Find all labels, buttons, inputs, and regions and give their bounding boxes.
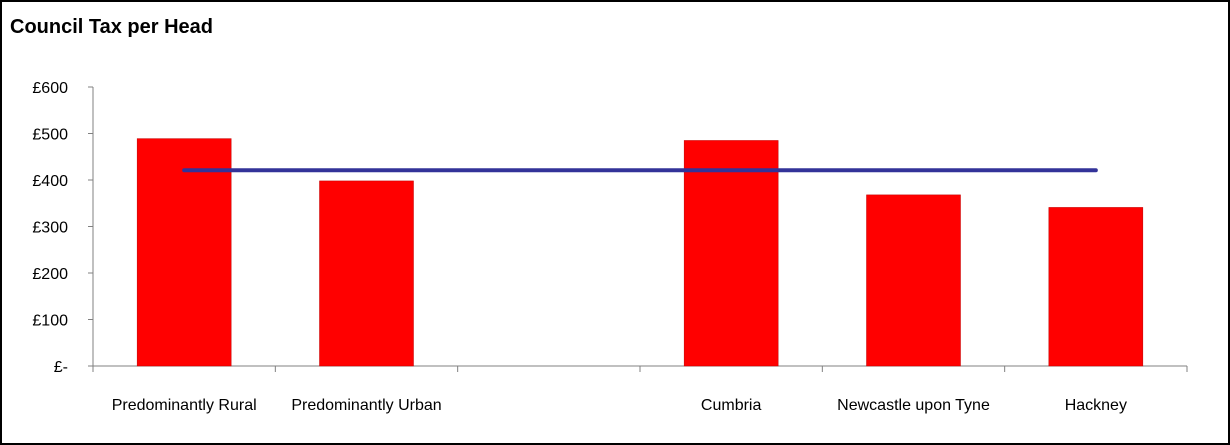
y-tick-label: £200 bbox=[32, 266, 68, 283]
x-category-label: Cumbria bbox=[701, 397, 762, 414]
bar bbox=[1048, 207, 1144, 367]
y-tick-label: £300 bbox=[32, 220, 68, 237]
x-category-label: Predominantly Urban bbox=[291, 397, 441, 414]
y-tick-label: £600 bbox=[32, 80, 68, 97]
x-category-label: Predominantly Rural bbox=[112, 397, 257, 414]
y-tick-label: £400 bbox=[32, 173, 68, 190]
x-category-label: Hackney bbox=[1065, 397, 1127, 414]
y-tick-label: £500 bbox=[32, 127, 68, 144]
bar bbox=[866, 194, 961, 367]
bar bbox=[683, 140, 779, 367]
x-category-label: Newcastle upon Tyne bbox=[837, 397, 990, 414]
bar bbox=[319, 180, 414, 367]
y-tick-label: £100 bbox=[32, 313, 68, 330]
chart-title: Council Tax per Head bbox=[10, 16, 214, 38]
bar bbox=[136, 138, 232, 367]
y-tick-label: £- bbox=[54, 359, 68, 376]
